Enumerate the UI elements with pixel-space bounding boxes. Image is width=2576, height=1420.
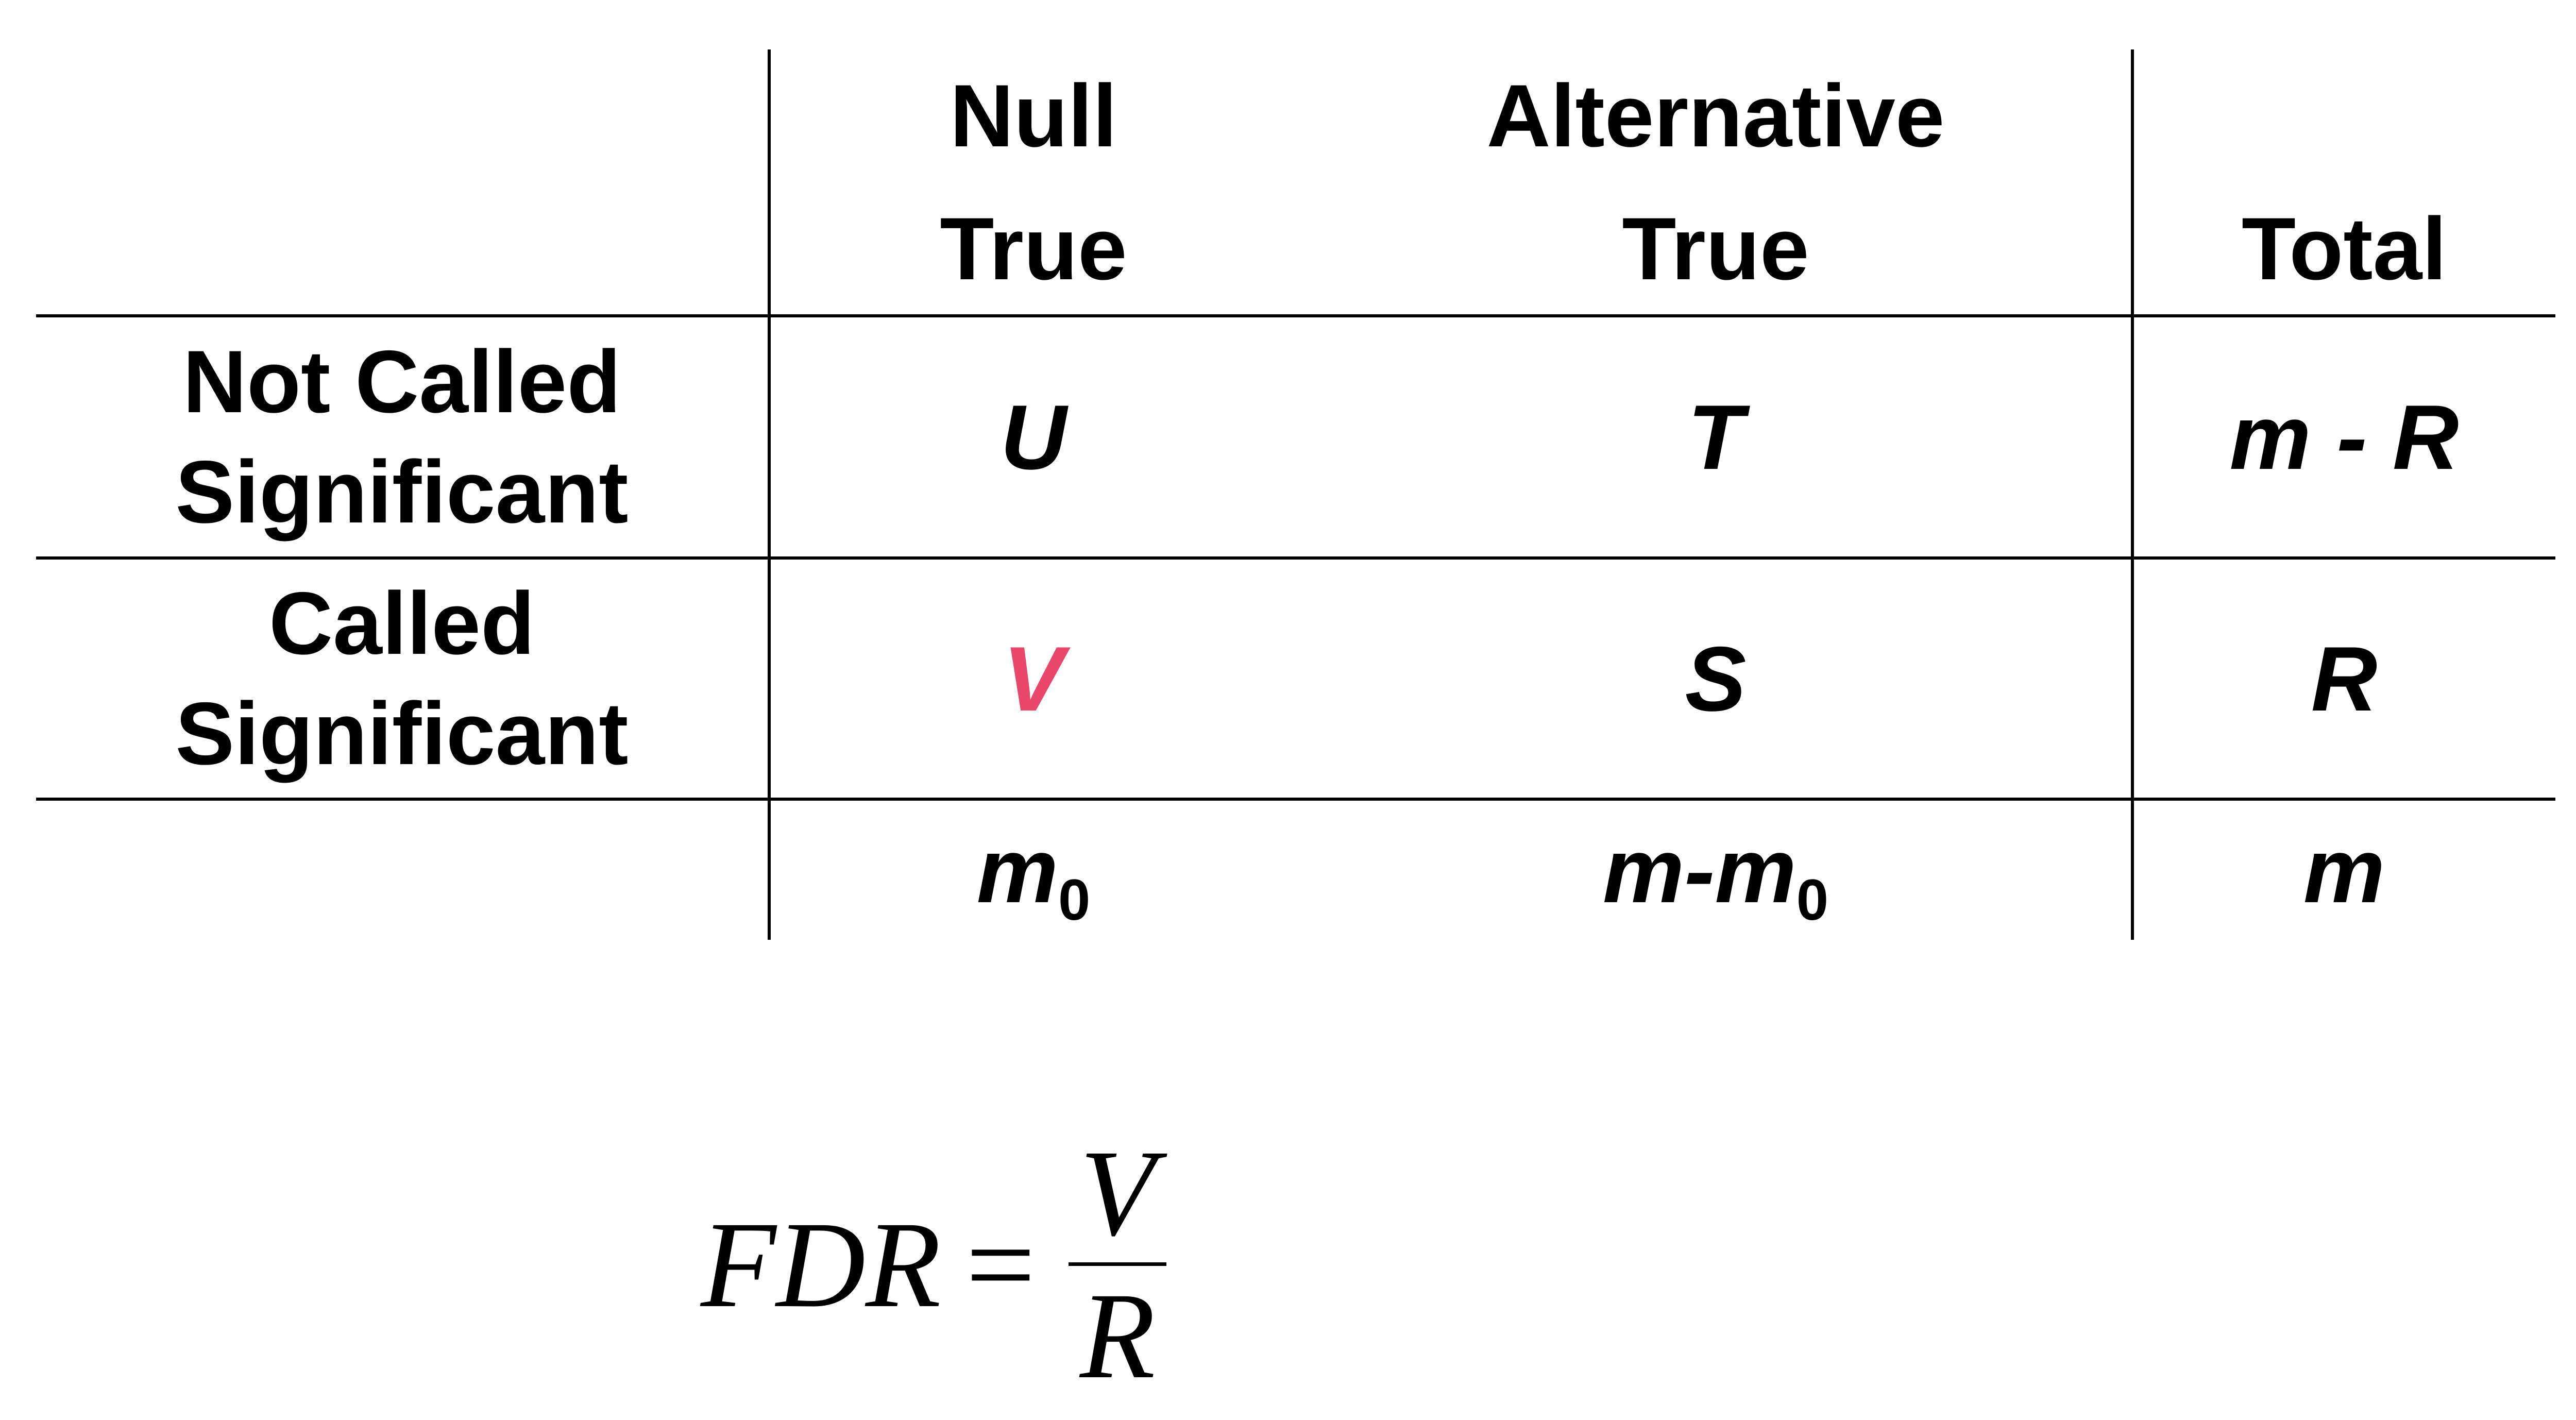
- row-label-called-significant: Called Significant: [36, 560, 768, 798]
- formula-denominator: R: [1079, 1267, 1156, 1404]
- cell-m-minus-r: m - R: [2229, 385, 2459, 488]
- row-divider-1: [36, 556, 2555, 560]
- row-label-line2: Significant: [175, 443, 629, 542]
- header-total-text: Total: [2241, 199, 2447, 298]
- header-divider: [36, 314, 2555, 317]
- row-label-line1: Called: [268, 574, 535, 673]
- cell-m-minus-m0: m-m0: [1602, 819, 1829, 932]
- header-alternative-true-line2: True: [1622, 199, 1809, 298]
- formula-numerator: V: [1079, 1124, 1156, 1261]
- header-null-true-line2: True: [940, 199, 1127, 298]
- cell-m0: m0: [976, 819, 1091, 932]
- header-alternative-true: Alternative True: [1391, 49, 2040, 315]
- fraction-bar: [1069, 1262, 1167, 1266]
- cell-v-highlighted: V: [1003, 627, 1064, 730]
- header-alternative-true-line1: Alternative: [1486, 66, 1945, 165]
- cell-m-total: m: [2303, 819, 2385, 922]
- cell-t: T: [1687, 385, 1744, 488]
- header-null-true-line1: Null: [950, 66, 1117, 165]
- formula-equals: =: [965, 1195, 1036, 1333]
- formula-lhs: FDR: [701, 1195, 941, 1333]
- row-label-line2: Significant: [175, 684, 629, 783]
- row-label-line1: Not Called: [182, 332, 621, 431]
- header-null-true: Null True: [771, 49, 1296, 315]
- column-divider-1: [768, 49, 771, 940]
- cell-s: S: [1685, 627, 1747, 730]
- row-label-not-called-significant: Not Called Significant: [36, 317, 768, 556]
- cell-r: R: [2311, 627, 2378, 730]
- cell-u: U: [1000, 385, 1067, 488]
- header-total: Total: [2134, 182, 2554, 315]
- column-divider-2: [2131, 49, 2134, 940]
- formula-fraction: V R: [1064, 1123, 1171, 1405]
- row-divider-2: [36, 798, 2555, 801]
- fdr-formula: FDR = V R: [701, 1123, 1171, 1405]
